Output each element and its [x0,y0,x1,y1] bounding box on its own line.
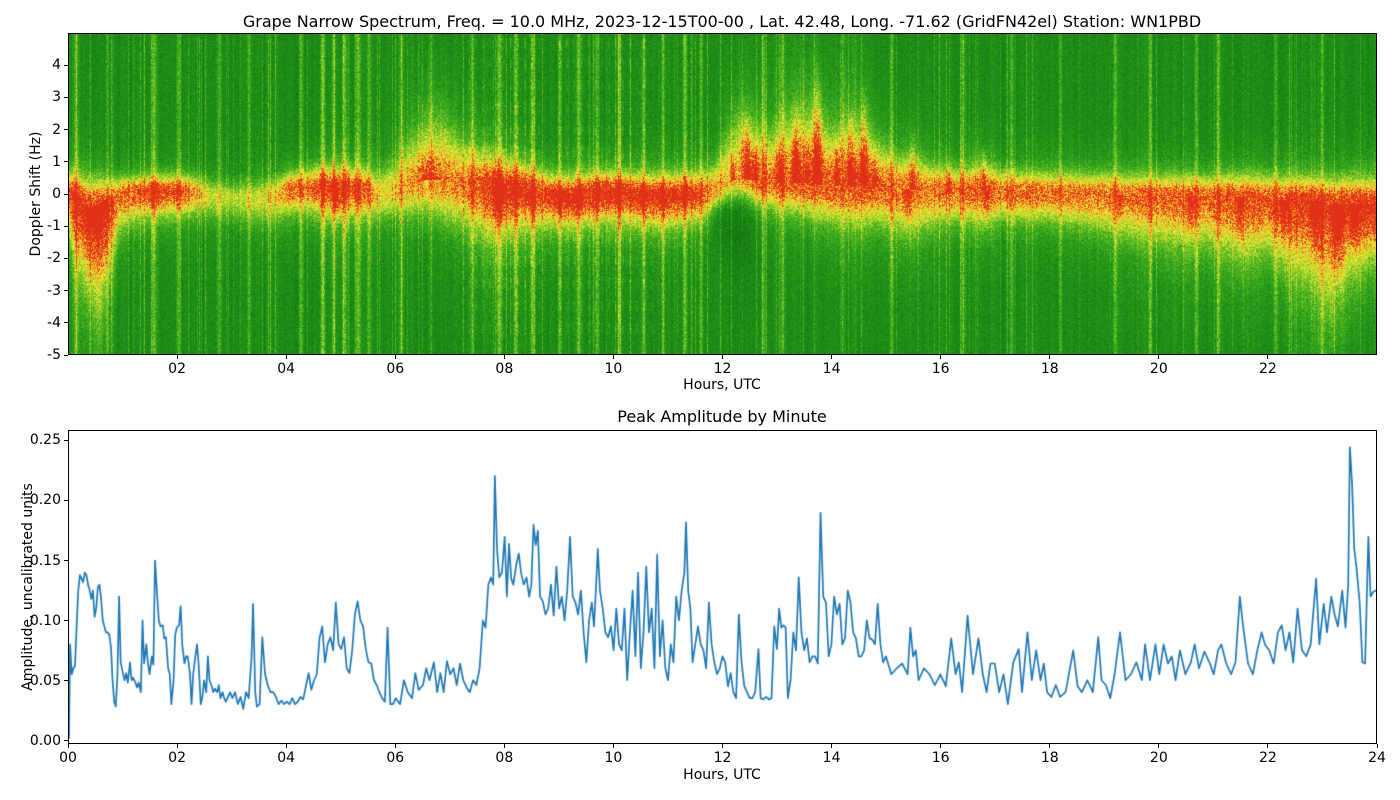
x-tick-label: 02 [168,361,186,377]
x-tick-label: 20 [1149,361,1168,377]
x-tick-mark [722,744,723,748]
x-tick-label: 20 [1149,750,1168,766]
amplitude-line-chart [69,431,1376,743]
y-tick-label: 0 [52,186,61,202]
x-tick-mark [503,744,505,748]
y-tick-mark [64,740,68,742]
y-tick-label: -3 [47,282,61,299]
y-tick-label: 4 [52,57,61,74]
x-tick-mark [176,744,178,748]
y-tick-label: 2 [52,121,61,138]
y-tick-mark [64,64,68,66]
x-tick-mark [1376,744,1378,748]
x-tick-mark [612,744,614,748]
spectrogram-xlabel: Hours, UTC [683,377,761,393]
x-tick-mark [722,355,723,359]
x-tick-mark [831,355,833,359]
x-tick-label: 12 [713,361,732,377]
x-tick-label: 02 [168,750,186,766]
x-tick-mark [1267,744,1269,748]
y-tick-label: -2 [47,250,61,267]
x-tick-mark [1049,355,1051,359]
x-tick-label: 22 [1258,361,1277,377]
x-tick-mark [1267,355,1269,359]
y-tick-mark [64,193,68,195]
y-tick-mark [64,129,68,131]
x-tick-mark [67,744,69,748]
x-tick-mark [1049,744,1051,748]
spectrogram-image [69,34,1376,354]
x-tick-label: 18 [1040,750,1059,766]
y-tick-label: 0.20 [29,492,61,509]
y-tick-mark [64,560,68,562]
amplitude-ylabel: Amplitude, uncalibrated units [20,483,36,691]
y-tick-label: 0.05 [29,672,61,689]
amplitude-plot [68,430,1377,744]
y-tick-label: 0.15 [29,552,61,569]
y-tick-label: 0.10 [29,612,61,629]
x-tick-label: 00 [59,750,77,766]
y-tick-label: 0.25 [29,432,61,449]
x-tick-mark [940,355,942,359]
x-tick-mark [831,744,833,748]
x-tick-label: 06 [386,750,405,766]
x-tick-label: 18 [1040,361,1059,377]
y-tick-label: 1 [52,153,61,170]
spectrogram-plot [68,33,1377,355]
x-tick-mark [394,355,396,359]
y-tick-mark [64,290,68,292]
x-tick-label: 06 [386,361,405,377]
x-tick-mark [285,744,287,748]
x-tick-label: 04 [277,750,296,766]
y-tick-label: 3 [52,89,61,106]
x-tick-label: 22 [1258,750,1277,766]
y-tick-mark [64,680,68,682]
amplitude-title: Peak Amplitude by Minute [617,407,827,426]
spectrogram-ylabel: Doppler Shift (Hz) [28,131,44,257]
x-tick-label: 16 [931,361,950,377]
x-tick-mark [285,355,287,359]
x-tick-mark [1158,744,1160,748]
x-tick-label: 16 [931,750,950,766]
y-tick-label: 0.00 [29,732,61,749]
y-tick-label: -5 [47,347,61,363]
y-tick-mark [64,225,68,227]
x-tick-mark [1158,355,1160,359]
y-tick-label: -4 [47,314,61,331]
amplitude-xlabel: Hours, UTC [683,767,761,783]
x-tick-label: 24 [1368,750,1386,766]
x-tick-mark [503,355,505,359]
y-tick-mark [64,620,68,622]
spectrogram-title: Grape Narrow Spectrum, Freq. = 10.0 MHz,… [242,12,1202,31]
x-tick-mark [176,355,178,359]
x-tick-label: 04 [277,361,296,377]
y-tick-label: -1 [47,218,61,235]
x-tick-label: 08 [495,361,514,377]
x-tick-label: 08 [495,750,514,766]
x-tick-mark [940,744,942,748]
x-tick-mark [394,744,396,748]
x-tick-label: 12 [713,750,732,766]
x-tick-label: 10 [604,750,623,766]
y-tick-mark [64,322,68,324]
y-tick-mark [64,257,68,259]
y-tick-mark [64,439,68,441]
x-tick-label: 10 [604,361,623,377]
x-tick-label: 14 [822,750,841,766]
x-tick-label: 14 [822,361,841,377]
x-tick-mark [612,355,614,359]
y-tick-mark [64,499,68,501]
y-tick-mark [64,96,68,98]
y-tick-mark [64,354,68,356]
y-tick-mark [64,161,68,163]
